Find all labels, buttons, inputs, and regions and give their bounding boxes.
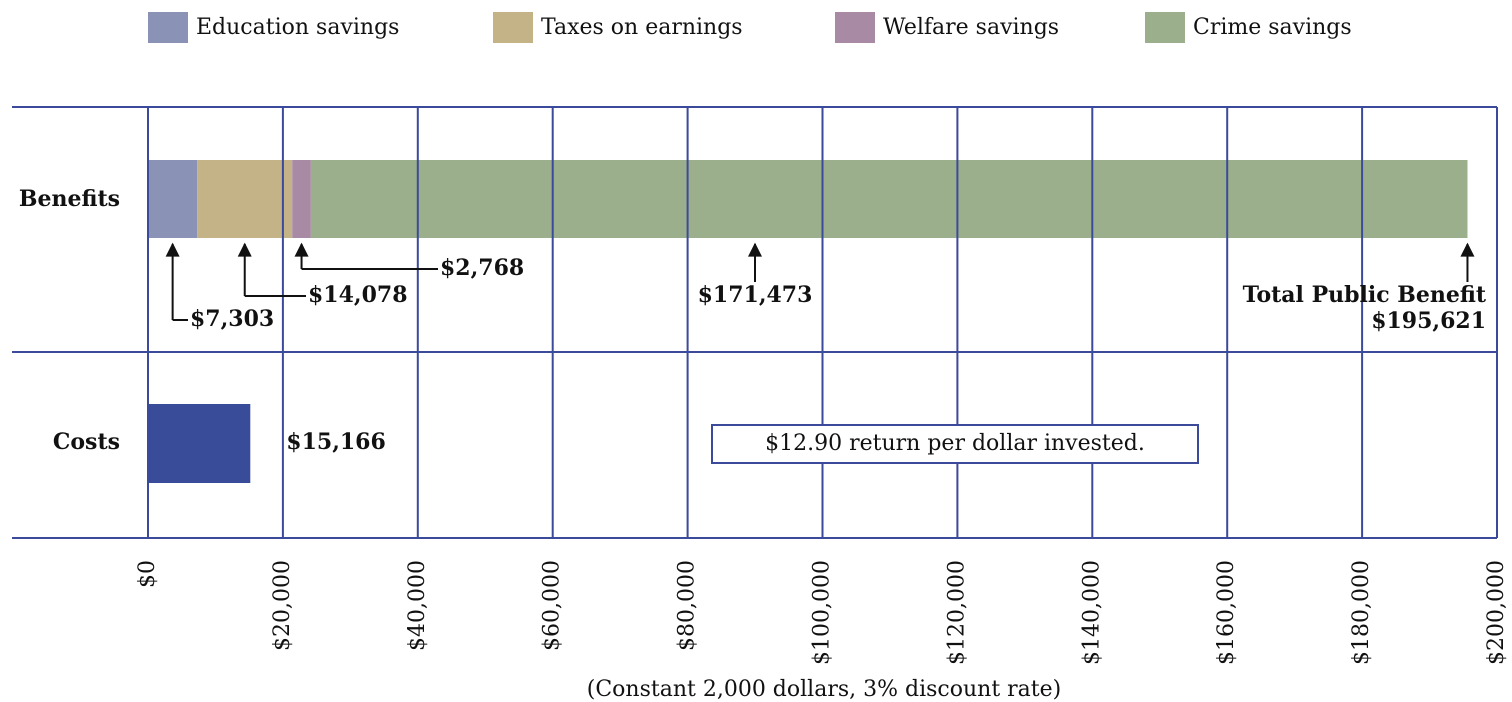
value-label: $14,078 (308, 282, 408, 308)
x-axis-label: (Constant 2,000 dollars, 3% discount rat… (587, 677, 1061, 702)
bar-segment (197, 160, 293, 238)
bar-segment (148, 160, 198, 238)
value-label: $171,473 (698, 282, 813, 308)
value-label: $7,303 (190, 306, 274, 332)
total-value: $195,621 (1371, 308, 1486, 334)
x-tick-label: $0 (135, 560, 160, 588)
bar-segment (310, 160, 1468, 238)
legend-swatch (148, 12, 188, 43)
x-tick-label: $40,000 (405, 560, 430, 651)
annotation-box (711, 424, 1199, 464)
legend-swatch (835, 12, 875, 43)
bar-segment (292, 160, 311, 238)
legend-label: Welfare savings (883, 15, 1059, 40)
x-tick-label: $100,000 (810, 560, 835, 665)
category-label: Costs (53, 429, 120, 455)
legend-swatch (1145, 12, 1185, 43)
legend-label: Education savings (196, 15, 399, 40)
value-label: $2,768 (440, 255, 524, 281)
total-label: Total Public Benefit (1243, 282, 1487, 308)
x-tick-label: $140,000 (1079, 560, 1104, 665)
x-tick-label: $180,000 (1349, 560, 1374, 665)
category-label: Benefits (19, 186, 120, 212)
x-tick-label: $160,000 (1214, 560, 1239, 665)
value-label: $15,166 (286, 429, 386, 455)
legend-swatch (493, 12, 533, 43)
x-tick-label: $80,000 (675, 560, 700, 651)
legend-label: Crime savings (1193, 15, 1352, 40)
legend-label: Taxes on earnings (541, 15, 743, 40)
x-tick-label: $200,000 (1484, 560, 1509, 665)
annotation: $12.90 return per dollar invested. (765, 431, 1145, 456)
x-tick-label: $60,000 (540, 560, 565, 651)
x-tick-label: $20,000 (270, 560, 295, 651)
cost-bar (148, 404, 251, 483)
x-tick-label: $120,000 (944, 560, 969, 665)
